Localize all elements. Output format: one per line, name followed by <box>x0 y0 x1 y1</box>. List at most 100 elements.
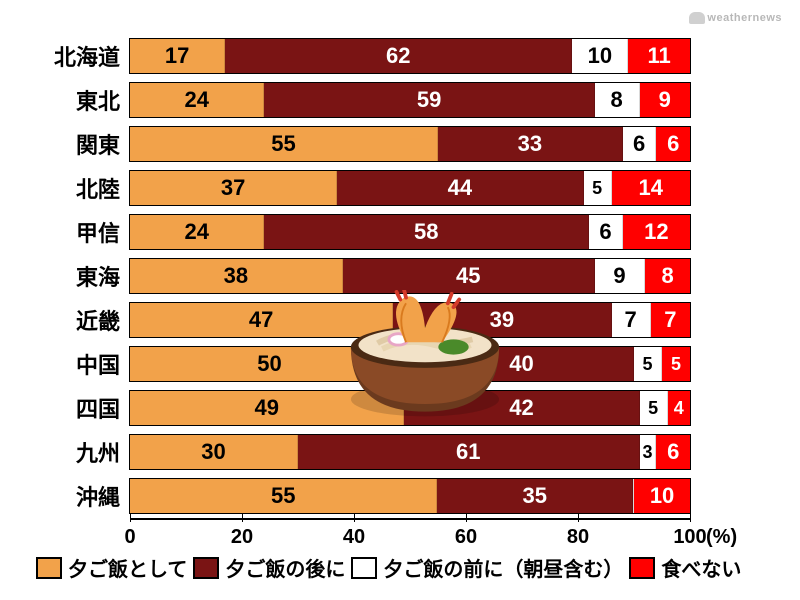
region-label: 関東 <box>40 128 130 160</box>
legend: 夕ご飯として 夕ご飯の後に 夕ご飯の前に（朝昼含む） 食べない <box>36 553 741 582</box>
bar-segment: 37 <box>130 171 337 205</box>
bar-segment: 49 <box>130 391 404 425</box>
bar-segment: 9 <box>595 259 645 293</box>
chart-row: 四国494254 <box>40 386 760 430</box>
legend-label: 夕ご飯の前に（朝昼含む） <box>383 553 623 582</box>
swatch-as-dinner <box>36 557 62 579</box>
stacked-bar: 384598 <box>130 259 690 293</box>
axis-tick <box>466 514 467 522</box>
region-label: 甲信 <box>40 216 130 248</box>
region-label: 四国 <box>40 392 130 424</box>
region-label: 近畿 <box>40 304 130 336</box>
bar-segment: 8 <box>645 259 690 293</box>
bar-segment: 5 <box>662 347 690 381</box>
bar-segment: 55 <box>130 479 437 513</box>
axis-tick-label: 80 <box>567 526 589 549</box>
bar-segment: 24 <box>130 83 264 117</box>
bar-segment: 9 <box>640 83 690 117</box>
bar-segment: 6 <box>656 435 690 469</box>
weathernews-logo: weathernews <box>689 12 782 24</box>
bar-segment: 44 <box>337 171 583 205</box>
stacked-bar-chart: 北海道17621011東北245989関東553366北陸3744514甲信24… <box>40 34 760 548</box>
bar-segment: 62 <box>225 39 572 73</box>
swatch-before-dinner <box>351 557 377 579</box>
cloud-icon <box>689 12 705 24</box>
axis-tick <box>130 514 131 522</box>
region-label: 東北 <box>40 84 130 116</box>
bar-segment: 59 <box>264 83 594 117</box>
bar-segment: 33 <box>438 127 623 161</box>
region-label: 沖縄 <box>40 480 130 512</box>
stacked-bar: 553510 <box>130 479 690 513</box>
bar-segment: 5 <box>634 347 662 381</box>
stacked-bar: 494254 <box>130 391 690 425</box>
logo-text: weathernews <box>707 12 782 24</box>
chart-row: 近畿473977 <box>40 298 760 342</box>
legend-label: 夕ご飯の後に <box>225 553 345 582</box>
stacked-bar: 553366 <box>130 127 690 161</box>
axis-unit: (%) <box>706 526 737 549</box>
bar-segment: 3 <box>640 435 657 469</box>
bar-segment: 17 <box>130 39 225 73</box>
bar-segment: 30 <box>130 435 298 469</box>
bar-segment: 6 <box>656 127 690 161</box>
bar-segment: 6 <box>589 215 623 249</box>
bar-segment: 12 <box>623 215 690 249</box>
axis-tick <box>354 514 355 522</box>
chart-row: 北海道17621011 <box>40 34 760 78</box>
legend-label: 夕ご飯として <box>68 553 187 582</box>
region-label: 北陸 <box>40 172 130 204</box>
bar-segment: 7 <box>612 303 651 337</box>
bar-segment: 39 <box>393 303 611 337</box>
stacked-bar: 473977 <box>130 303 690 337</box>
bar-segment: 5 <box>584 171 612 205</box>
bar-segment: 14 <box>612 171 690 205</box>
chart-row: 東北245989 <box>40 78 760 122</box>
stacked-bar: 245989 <box>130 83 690 117</box>
chart-row: 北陸3744514 <box>40 166 760 210</box>
bar-segment: 35 <box>437 479 633 513</box>
axis-tick-label: 40 <box>343 526 365 549</box>
stacked-bar: 3744514 <box>130 171 690 205</box>
bar-segment: 10 <box>634 479 690 513</box>
swatch-not-eat <box>629 557 655 579</box>
bar-segment: 47 <box>130 303 393 337</box>
axis-tick <box>578 514 579 522</box>
stacked-bar: 504055 <box>130 347 690 381</box>
stacked-bar: 306136 <box>130 435 690 469</box>
bar-segment: 38 <box>130 259 343 293</box>
region-label: 中国 <box>40 348 130 380</box>
stacked-bar: 17621011 <box>130 39 690 73</box>
axis-tick <box>242 514 243 522</box>
axis-tick <box>690 514 691 522</box>
chart-row: 東海384598 <box>40 254 760 298</box>
chart-row: 中国504055 <box>40 342 760 386</box>
axis-tick-label: 100 <box>673 526 706 549</box>
bar-segment: 6 <box>623 127 657 161</box>
bar-segment: 8 <box>595 83 640 117</box>
legend-label: 食べない <box>661 553 741 582</box>
bar-segment: 61 <box>298 435 640 469</box>
region-label: 北海道 <box>40 40 130 72</box>
bar-segment: 40 <box>410 347 634 381</box>
bar-segment: 58 <box>264 215 589 249</box>
swatch-after-dinner <box>193 557 219 579</box>
bar-segment: 7 <box>651 303 690 337</box>
bar-segment: 10 <box>572 39 628 73</box>
chart-row: 沖縄553510 <box>40 474 760 518</box>
axis-tick-label: 0 <box>124 526 135 549</box>
axis-tick-label: 20 <box>231 526 253 549</box>
bar-segment: 5 <box>640 391 668 425</box>
bar-segment: 50 <box>130 347 410 381</box>
chart-row: 九州306136 <box>40 430 760 474</box>
bar-segment: 45 <box>343 259 595 293</box>
bar-segment: 55 <box>130 127 438 161</box>
chart-row: 甲信2458612 <box>40 210 760 254</box>
region-label: 九州 <box>40 436 130 468</box>
region-label: 東海 <box>40 260 130 292</box>
x-axis: 020406080100 (%) <box>130 518 690 548</box>
chart-row: 関東553366 <box>40 122 760 166</box>
bar-segment: 24 <box>130 215 264 249</box>
bar-segment: 4 <box>668 391 690 425</box>
stacked-bar: 2458612 <box>130 215 690 249</box>
